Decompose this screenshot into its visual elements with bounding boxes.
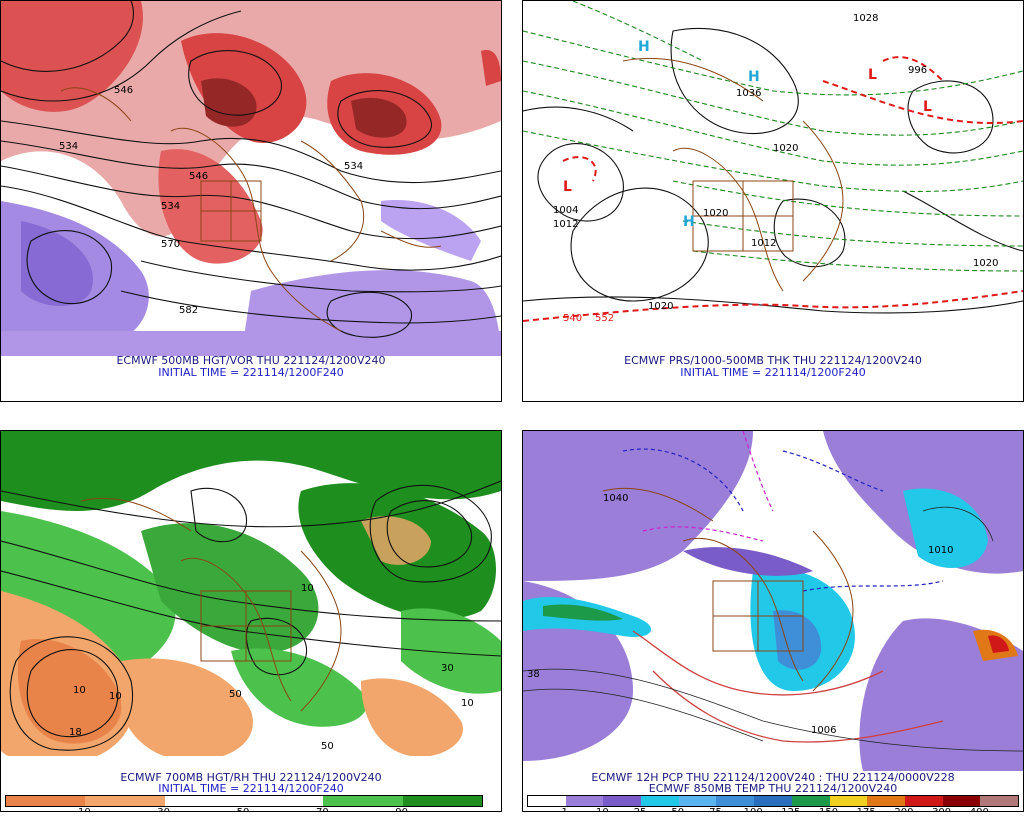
low-symbol: L xyxy=(923,99,932,115)
colorbar-tick-label: 1 xyxy=(562,807,568,811)
colorbar-tick-label: 100 xyxy=(744,807,763,811)
contour-label: 1020 xyxy=(773,143,798,154)
colorbar-tick-label: 10 xyxy=(78,807,91,811)
map-700mb-humidity: 10 10 18 50 10 50 10 30 xyxy=(1,431,501,771)
panel-precip-850mb-temp: 1040 1010 1006 38 ECMWF 12H PCP THU 2211… xyxy=(522,430,1024,812)
contour-label: 570 xyxy=(161,239,180,250)
panel-initial-time: INITIAL TIME = 221114/1200F240 xyxy=(158,366,344,379)
colorbar-swatch xyxy=(942,796,981,806)
panel-initial-time: INITIAL TIME = 221114/1200F240 xyxy=(158,782,344,795)
contour-label: 582 xyxy=(179,305,198,316)
colorbar-tick-label: 300 xyxy=(932,807,951,811)
contour-label: 1036 xyxy=(736,88,761,99)
panel-700mb-hgt-rh: 10 10 18 50 10 50 10 30 ECMWF 700MB HGT/… xyxy=(0,430,502,812)
colorbar-swatch xyxy=(565,796,604,806)
colorbar-swatch xyxy=(904,796,943,806)
contour-label: 1006 xyxy=(811,725,836,736)
panel-500mb-hgt-vor: 534 546 534 546 534 570 582 ECMWF 500MB … xyxy=(0,0,502,402)
colorbar-tick-label: 10 xyxy=(596,807,609,811)
rh-colorbar xyxy=(5,795,483,807)
contour-label: 10 xyxy=(461,698,474,709)
colorbar-swatch xyxy=(243,796,324,806)
panel-title: ECMWF 500MB HGT/VOR THU 221124/1200V240 xyxy=(116,354,386,367)
colorbar-tick-label: 175 xyxy=(857,807,876,811)
colorbar-tick-label: 150 xyxy=(819,807,838,811)
map-surface-pressure: L L L H H H 1028 1036 1020 996 1004 1012… xyxy=(523,1,1023,356)
contour-label: 1020 xyxy=(703,208,728,219)
colorbar-swatch xyxy=(716,796,755,806)
colorbar-swatch xyxy=(678,796,717,806)
high-symbol: H xyxy=(748,69,760,85)
colorbar-swatch xyxy=(323,796,403,806)
contour-label: 10 xyxy=(301,583,314,594)
colorbar-tick-label: 70 xyxy=(316,807,329,811)
colorbar-swatch xyxy=(164,796,244,806)
contour-label: 50 xyxy=(229,689,242,700)
contour-label: 50 xyxy=(321,741,334,752)
colorbar-tick-label: 30 xyxy=(157,807,170,811)
contour-label: 1020 xyxy=(973,258,998,269)
colorbar-swatch xyxy=(6,796,86,806)
panel-title: ECMWF PRS/1000-500MB THK THU 221124/1200… xyxy=(624,354,922,367)
rh-colorbar-ticks: 10 30 50 70 90 xyxy=(5,807,481,811)
contour-label: 996 xyxy=(908,65,927,76)
contour-label: 1010 xyxy=(928,545,953,556)
colorbar-tick-label: 90 xyxy=(395,807,408,811)
colorbar-swatch xyxy=(829,796,868,806)
panel-initial-time: INITIAL TIME = 221114/1200F240 xyxy=(680,366,866,379)
colorbar-swatch xyxy=(867,796,905,806)
colorbar-swatch xyxy=(603,796,642,806)
contour-label: 1028 xyxy=(853,13,878,24)
colorbar-swatch xyxy=(641,796,679,806)
contour-label: 534 xyxy=(161,201,180,212)
colorbar-swatch xyxy=(791,796,830,806)
colorbar-tick-label: 50 xyxy=(237,807,250,811)
map-precipitation: 1040 1010 1006 38 xyxy=(523,431,1023,771)
contour-label: 1004 xyxy=(553,205,578,216)
contour-label: 546 xyxy=(189,171,208,182)
contour-label: 552 xyxy=(595,313,614,324)
contour-label: 18 xyxy=(69,727,82,738)
colorbar-swatch xyxy=(402,796,482,806)
contour-label: 534 xyxy=(59,141,78,152)
colorbar-swatch xyxy=(754,796,792,806)
colorbar-swatch xyxy=(85,796,165,806)
contour-label: 10 xyxy=(109,691,122,702)
colorbar-tick-label: 75 xyxy=(709,807,722,811)
contour-label: 540 xyxy=(563,313,582,324)
colorbar-tick-label: 50 xyxy=(671,807,684,811)
panel-title: ECMWF 700MB HGT/RH THU 221124/1200V240 xyxy=(120,771,382,784)
colorbar-tick-label: 400 xyxy=(970,807,989,811)
contour-label: 38 xyxy=(527,669,540,680)
precip-colorbar xyxy=(527,795,1019,807)
contour-label: 534 xyxy=(344,161,363,172)
map-500mb-vorticity: 534 546 534 546 534 570 582 xyxy=(1,1,501,356)
panel-pressure-thickness: L L L H H H 1028 1036 1020 996 1004 1012… xyxy=(522,0,1024,402)
colorbar-tick-label: 200 xyxy=(894,807,913,811)
panel-title: ECMWF 12H PCP THU 221124/1200V240 : THU … xyxy=(591,771,955,784)
contour-label: 546 xyxy=(114,85,133,96)
low-symbol: L xyxy=(563,179,572,195)
colorbar-swatch xyxy=(980,796,1018,806)
precip-colorbar-ticks: 1 10 25 50 75 100 125 150 175 200 300 400 xyxy=(527,807,1017,811)
high-symbol: H xyxy=(683,214,695,230)
high-symbol: H xyxy=(638,39,650,55)
contour-label: 1020 xyxy=(648,301,673,312)
contour-label: 10 xyxy=(73,685,86,696)
low-symbol: L xyxy=(868,67,877,83)
colorbar-tick-label: 25 xyxy=(634,807,647,811)
contour-label: 1012 xyxy=(553,219,578,230)
contour-label: 30 xyxy=(441,663,454,674)
panel-subtitle: ECMWF 850MB TEMP THU 221124/1200V240 xyxy=(648,782,898,795)
contour-label: 1040 xyxy=(603,493,628,504)
contour-label: 1012 xyxy=(751,238,776,249)
colorbar-swatch xyxy=(528,796,566,806)
colorbar-tick-label: 125 xyxy=(781,807,800,811)
